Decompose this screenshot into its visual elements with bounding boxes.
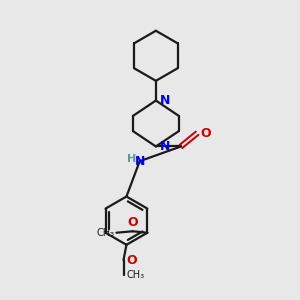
Text: O: O — [126, 254, 137, 267]
Text: H: H — [127, 154, 136, 164]
Text: CH₃: CH₃ — [126, 270, 145, 280]
Text: CH₃: CH₃ — [97, 228, 115, 238]
Text: O: O — [127, 216, 138, 229]
Text: N: N — [134, 155, 145, 168]
Text: N: N — [159, 140, 170, 153]
Text: N: N — [159, 94, 170, 107]
Text: O: O — [200, 127, 211, 140]
Text: OCH₃: OCH₃ — [110, 232, 113, 233]
